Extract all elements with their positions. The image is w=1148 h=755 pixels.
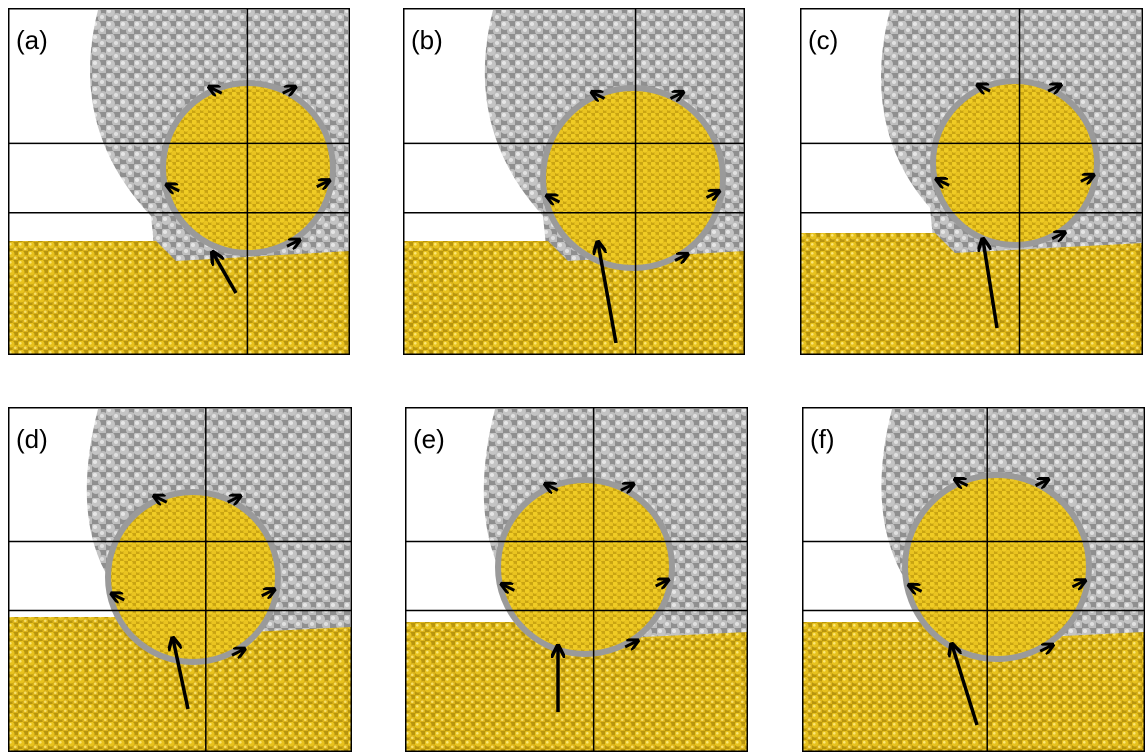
small-arrow [669,93,683,99]
panel-label: (d) [16,424,48,454]
panel-border [405,407,748,752]
gold-substrate [403,241,745,355]
panel-border [802,407,1145,752]
gold-substrate [802,622,1145,752]
panel-label: (f) [810,424,835,454]
small-arrow [282,87,295,93]
panel: (a) [8,8,350,355]
long-arrow [598,243,618,344]
gold-particle [902,472,1092,662]
small-arrow [112,594,125,600]
small-arrow [546,484,559,490]
panel-border [800,8,1143,355]
panel-label: (a) [16,25,48,55]
small-arrow [705,192,719,198]
small-arrow [624,641,637,647]
gold-substrate [800,233,1143,355]
small-arrow [937,179,950,185]
gold-substrate [8,241,350,355]
small-arrow [227,496,240,502]
panel: (d) [8,407,352,752]
small-arrow [210,87,223,93]
panel-border [8,8,350,355]
small-arrow [978,85,991,91]
small-arrow [674,255,687,261]
panel: (b) [403,8,745,355]
long-arrow [952,645,979,726]
panel: (f) [802,407,1145,752]
panel-label: (b) [411,25,443,55]
long-arrow [983,240,999,329]
panel-border [403,8,745,355]
panel-border [8,407,352,752]
gold-substrate [405,622,748,752]
small-arrow [1039,645,1052,651]
small-arrow [910,585,923,591]
panel: (e) [405,407,748,752]
small-arrow [956,480,969,486]
long-arrow [213,253,238,294]
small-arrow [261,590,274,596]
gold-particle [930,78,1100,248]
small-arrow [155,496,168,502]
gold-particle [540,85,726,271]
small-arrow [1034,480,1048,486]
small-arrow [1051,233,1064,239]
small-arrow [286,240,299,246]
small-arrow [1071,581,1084,587]
panel: (c) [800,8,1143,355]
small-arrow [1080,175,1093,181]
small-arrow [620,484,633,490]
gold-particle [105,489,281,665]
small-arrow [167,185,180,191]
small-arrow [502,584,516,590]
long-arrow [173,639,190,710]
small-arrow [1047,85,1060,91]
small-arrow [316,181,329,187]
small-arrow [593,93,606,99]
gold-substrate [8,617,352,752]
gold-particle [495,477,675,657]
small-arrow [548,196,561,202]
small-arrow [231,649,244,655]
panel-label: (e) [413,424,445,454]
small-arrow [654,580,668,586]
panel-label: (c) [808,25,838,55]
